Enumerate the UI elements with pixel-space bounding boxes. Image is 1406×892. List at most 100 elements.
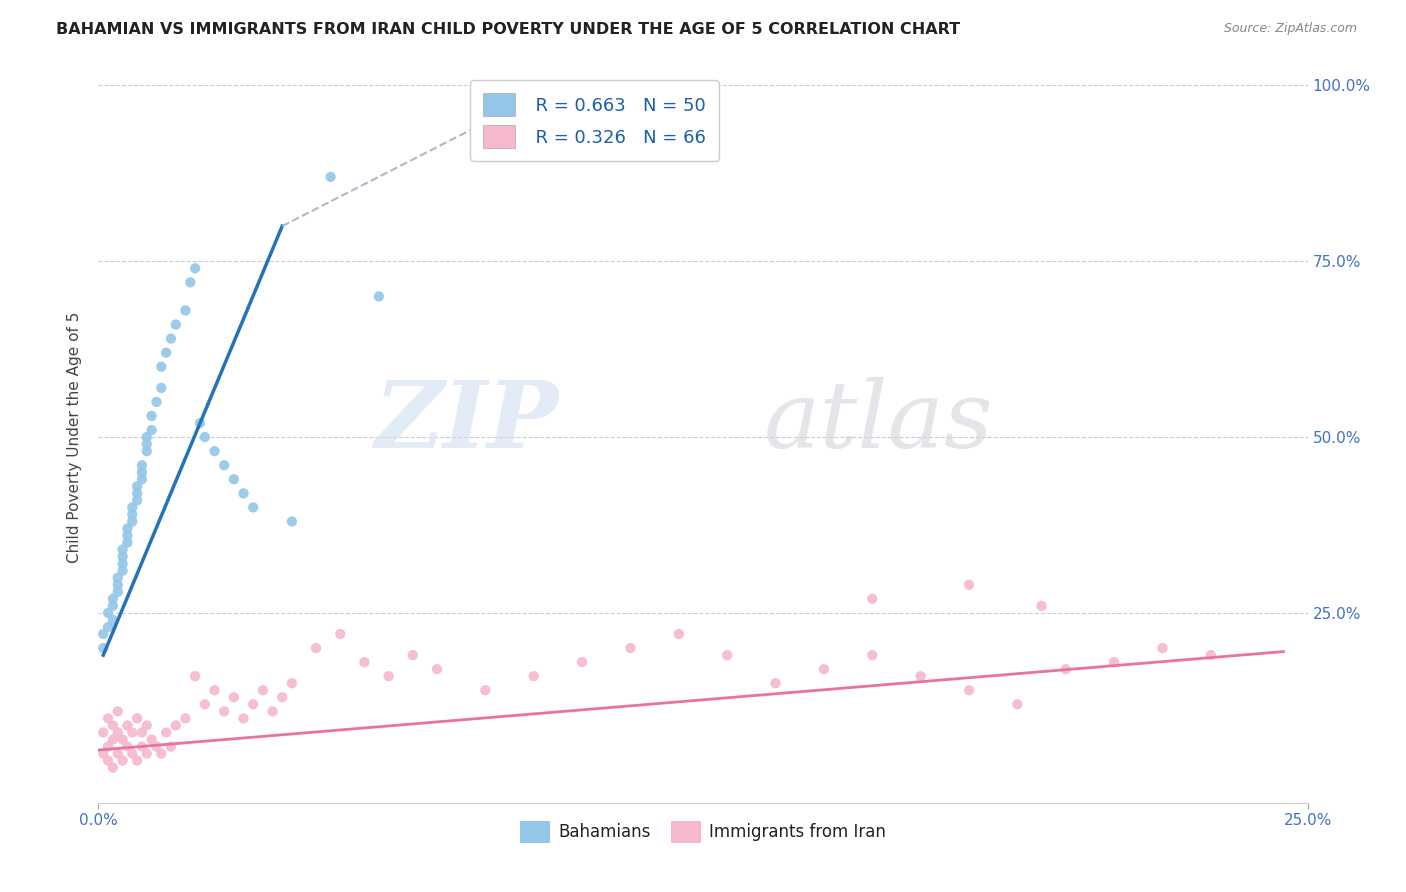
Point [368,289,391,303]
Point [860,591,883,606]
Point [145,395,167,409]
Point [1152,641,1174,656]
Point [174,303,197,318]
Point [111,732,134,747]
Point [97,606,120,620]
Point [155,345,177,359]
Point [117,521,139,535]
Point [101,718,124,732]
Point [97,620,120,634]
Legend: Bahamians, Immigrants from Iran: Bahamians, Immigrants from Iran [513,814,893,849]
Point [150,747,173,761]
Point [135,430,157,444]
Point [121,500,143,515]
Point [1007,698,1029,712]
Point [131,465,153,479]
Point [910,669,932,683]
Point [426,662,449,676]
Point [860,648,883,662]
Point [242,698,264,712]
Point [107,725,129,739]
Point [101,599,124,613]
Point [91,641,114,656]
Point [131,472,153,486]
Point [716,648,738,662]
Text: Source: ZipAtlas.com: Source: ZipAtlas.com [1223,22,1357,36]
Point [232,486,254,500]
Point [619,641,641,656]
Point [111,754,134,768]
Point [135,718,157,732]
Point [319,169,342,184]
Point [131,725,153,739]
Point [188,416,211,430]
Point [111,542,134,557]
Y-axis label: Child Poverty Under the Age of 5: Child Poverty Under the Age of 5 [67,311,83,563]
Point [127,754,149,768]
Point [135,747,157,761]
Point [353,655,375,669]
Point [165,718,187,732]
Point [765,676,787,690]
Point [91,725,114,739]
Point [111,564,134,578]
Point [97,739,120,754]
Point [97,754,120,768]
Point [91,747,114,761]
Point [1102,655,1125,669]
Point [402,648,425,662]
Point [141,423,163,437]
Point [155,725,177,739]
Point [242,500,264,515]
Point [101,732,124,747]
Point [194,698,217,712]
Point [212,705,235,719]
Point [523,669,546,683]
Point [121,725,143,739]
Point [305,641,328,656]
Point [150,359,173,374]
Point [252,683,274,698]
Point [204,444,226,458]
Point [957,578,980,592]
Point [127,711,149,725]
Point [117,739,139,754]
Point [135,437,157,451]
Point [107,705,129,719]
Point [150,381,173,395]
Point [212,458,235,473]
Point [127,479,149,493]
Point [101,761,124,775]
Point [131,739,153,754]
Point [160,332,183,346]
Point [165,318,187,332]
Point [127,486,149,500]
Point [222,472,245,486]
Point [127,493,149,508]
Point [204,683,226,698]
Point [377,669,399,683]
Point [474,683,496,698]
Text: ZIP: ZIP [374,377,558,467]
Point [111,557,134,571]
Point [668,627,690,641]
Point [107,584,129,599]
Point [121,515,143,529]
Point [813,662,835,676]
Point [329,627,352,641]
Point [1199,648,1222,662]
Point [174,711,197,725]
Point [571,655,593,669]
Point [121,747,143,761]
Point [145,739,167,754]
Point [1031,599,1053,613]
Point [184,261,207,276]
Point [271,690,294,705]
Point [117,528,139,542]
Point [281,676,304,690]
Point [179,276,201,290]
Text: BAHAMIAN VS IMMIGRANTS FROM IRAN CHILD POVERTY UNDER THE AGE OF 5 CORRELATION CH: BAHAMIAN VS IMMIGRANTS FROM IRAN CHILD P… [56,22,960,37]
Point [1054,662,1077,676]
Point [262,705,284,719]
Point [160,739,183,754]
